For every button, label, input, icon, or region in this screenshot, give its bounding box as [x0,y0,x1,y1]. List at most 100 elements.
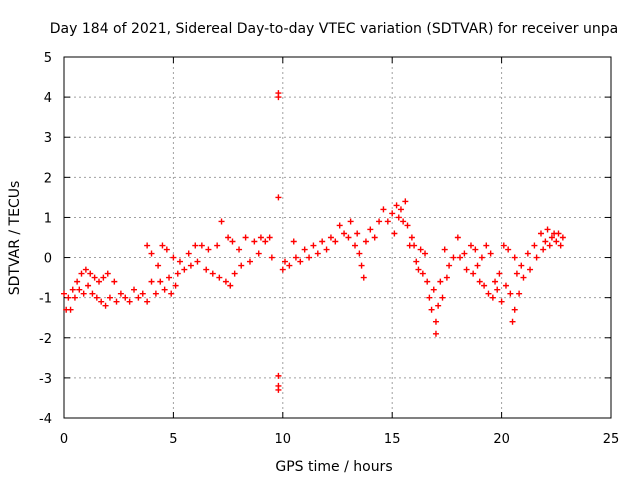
y-axis-label: SDTVAR / TECUs [7,181,23,296]
data-point [262,238,269,245]
data-point [474,262,481,269]
data-point [227,282,234,289]
plot-border [63,56,612,419]
x-axis-ticks: 0 5 10 15 20 25 [60,57,619,447]
data-point [87,270,94,277]
data-point [185,250,192,257]
data-point [209,270,216,277]
data-point [275,194,282,201]
data-point [266,234,273,241]
data-point [467,242,474,249]
data-point [494,286,501,293]
data-point [225,234,232,241]
data-point [255,250,262,257]
y-axis-ticks: -4 -3 -2 -1 0 1 2 3 4 5 [39,51,611,427]
data-point [559,234,566,241]
data-point [231,270,238,277]
data-point [400,218,407,225]
data-point [516,290,523,297]
data-point [367,226,374,233]
data-point [306,254,313,261]
data-point [98,298,105,305]
data-point [198,242,205,249]
data-point [104,270,111,277]
y-tick-label: 1 [44,211,52,226]
data-point [489,294,496,301]
data-point [161,286,168,293]
x-tick-label: 10 [275,432,292,447]
data-point [281,258,288,265]
data-point [548,234,555,241]
data-point [446,262,453,269]
x-tick-label: 5 [169,432,177,447]
data-point [478,254,485,261]
data-point [290,238,297,245]
data-point [106,294,113,301]
data-point [555,230,562,237]
x-tick-label: 20 [493,432,510,447]
data-point [408,234,415,241]
y-tick-label: -2 [39,332,52,347]
data-point [443,274,450,281]
data-point [144,242,151,249]
y-tick-label: 0 [44,252,52,267]
plot-frame [63,56,612,419]
data-point [257,234,264,241]
data-point [292,254,299,261]
data-point [481,282,488,289]
data-point [80,290,87,297]
data-point [463,266,470,273]
data-point [144,298,151,305]
data-point [275,372,282,379]
data-point [492,278,499,285]
data-point [236,246,243,253]
y-tick-label: -4 [39,412,52,427]
data-point [352,242,359,249]
y-tick-label: 2 [44,171,52,186]
data-point [242,234,249,241]
data-point [511,306,518,313]
data-point [268,254,275,261]
data-point [139,290,146,297]
data-point [93,294,100,301]
data-point [332,238,339,245]
data-point [424,278,431,285]
data-point [546,242,553,249]
data-point [187,262,194,269]
data-point [122,294,129,301]
data-point [391,230,398,237]
y-tick-label: -1 [39,292,52,307]
grid-lines [64,57,611,418]
data-point [314,250,321,257]
data-point [286,262,293,269]
data-point [102,302,109,309]
data-point [82,266,89,273]
data-point [520,274,527,281]
data-point [470,270,477,277]
data-point [500,242,507,249]
data-point [360,274,367,281]
data-point [450,254,457,261]
data-point [402,198,409,205]
data-point [439,294,446,301]
data-point [527,266,534,273]
data-point [487,250,494,257]
data-point [229,238,236,245]
data-point [437,278,444,285]
data-point [238,262,245,269]
data-point [553,238,560,245]
data-point [174,270,181,277]
data-point [61,290,67,297]
data-point [411,242,418,249]
data-point [542,238,549,245]
data-point [498,298,505,305]
data-point [172,282,179,289]
data-point [319,238,326,245]
data-point [454,234,461,241]
data-point [78,270,85,277]
data-point [518,262,525,269]
data-point [457,254,464,261]
data-point [336,222,343,229]
data-point [413,258,420,265]
data-point [159,242,166,249]
